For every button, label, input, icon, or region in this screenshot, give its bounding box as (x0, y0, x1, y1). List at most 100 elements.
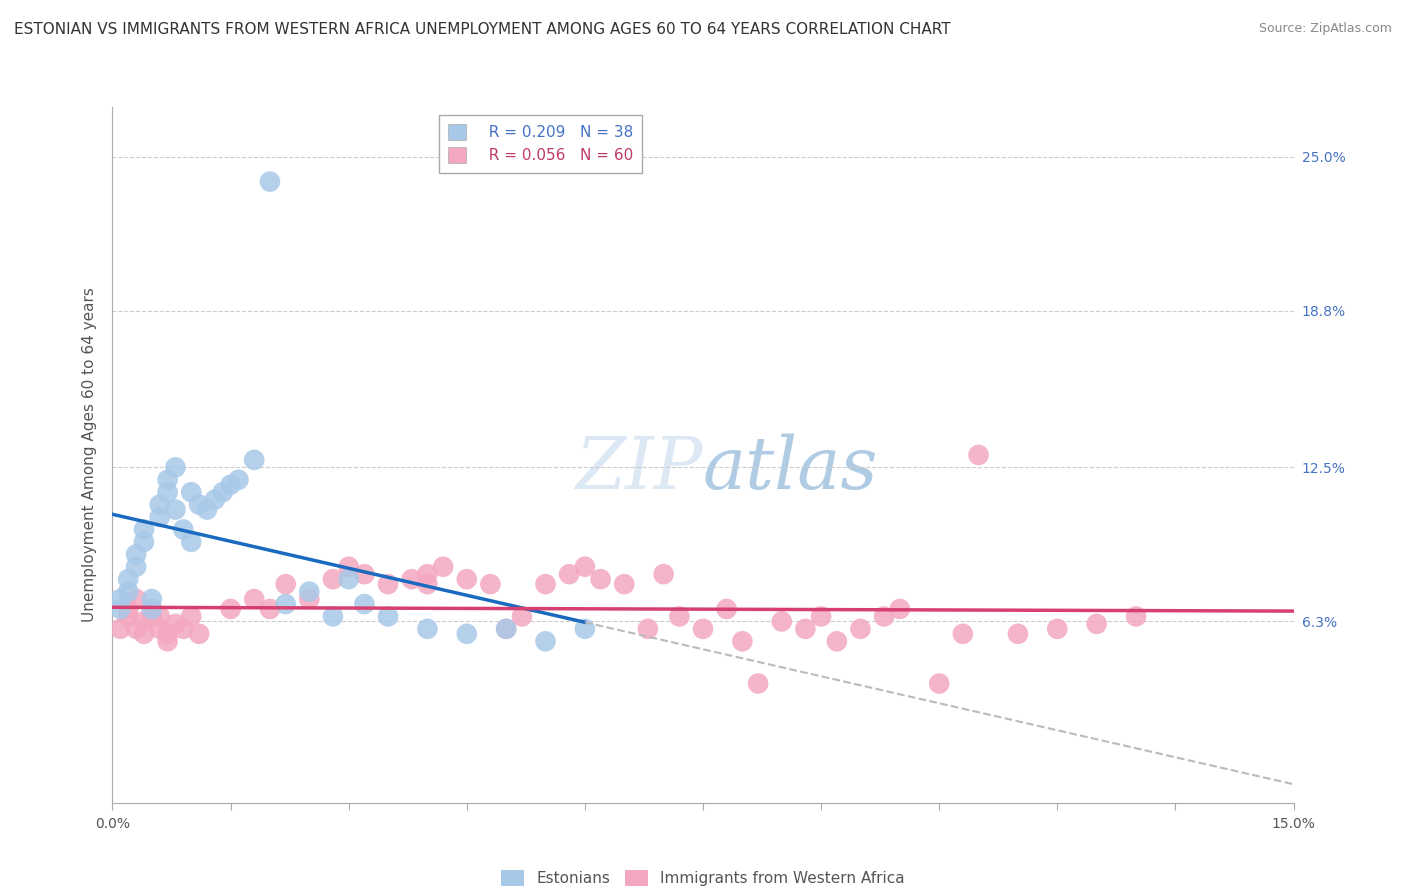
Point (149, 498, 172, 512)
Point (274, 577, 297, 591)
Point (204, 492, 226, 507)
Point (377, 577, 399, 591)
Point (574, 559, 596, 574)
Text: atlas: atlas (703, 434, 879, 504)
Point (510, 609, 533, 624)
Point (668, 609, 690, 624)
Point (165, 502, 187, 516)
Point (558, 567, 581, 582)
Point (188, 498, 211, 512)
Point (495, 622, 517, 636)
Text: ZIP: ZIP (575, 434, 703, 504)
Point (322, 609, 344, 624)
Point (149, 510, 172, 524)
Point (195, 502, 218, 516)
Point (141, 609, 163, 624)
Point (1125, 609, 1147, 624)
Point (353, 597, 375, 611)
Point (794, 622, 817, 636)
Point (172, 622, 194, 636)
Point (165, 460, 187, 475)
Point (747, 676, 769, 690)
Point (849, 622, 872, 636)
Point (117, 602, 139, 616)
Point (172, 523, 194, 537)
Point (219, 477, 242, 491)
Point (259, 175, 281, 189)
Point (141, 602, 163, 616)
Point (141, 592, 163, 607)
Point (889, 602, 911, 616)
Point (110, 602, 132, 616)
Point (211, 485, 233, 500)
Point (156, 473, 179, 487)
Point (1085, 616, 1108, 631)
Point (637, 622, 659, 636)
Point (825, 634, 848, 648)
Point (1007, 627, 1029, 641)
Point (322, 572, 344, 586)
Point (952, 627, 974, 641)
Point (401, 572, 423, 586)
Point (156, 627, 179, 641)
Point (873, 609, 896, 624)
Point (716, 602, 738, 616)
Point (180, 609, 202, 624)
Point (132, 523, 155, 537)
Point (243, 592, 266, 607)
Point (353, 567, 375, 582)
Point (574, 622, 596, 636)
Point (967, 448, 990, 462)
Point (692, 622, 714, 636)
Point (534, 634, 557, 648)
Point (416, 577, 439, 591)
Point (652, 567, 675, 582)
Point (117, 584, 139, 599)
Point (1046, 622, 1069, 636)
Point (125, 559, 148, 574)
Point (589, 572, 612, 586)
Point (337, 572, 360, 586)
Point (298, 584, 321, 599)
Point (495, 622, 517, 636)
Point (337, 559, 360, 574)
Point (125, 547, 148, 561)
Legend: Estonians, Immigrants from Western Africa: Estonians, Immigrants from Western Afric… (495, 864, 911, 892)
Point (219, 602, 242, 616)
Y-axis label: Unemployment Among Ages 60 to 64 years: Unemployment Among Ages 60 to 64 years (82, 287, 97, 623)
Point (149, 609, 172, 624)
Point (180, 534, 202, 549)
Point (125, 592, 148, 607)
Point (432, 559, 454, 574)
Point (810, 609, 832, 624)
Point (274, 597, 297, 611)
Point (456, 572, 478, 586)
Point (188, 627, 211, 641)
Text: Source: ZipAtlas.com: Source: ZipAtlas.com (1258, 22, 1392, 36)
Point (141, 602, 163, 616)
Point (132, 627, 155, 641)
Point (534, 577, 557, 591)
Point (117, 572, 139, 586)
Point (770, 615, 793, 629)
Point (416, 567, 439, 582)
Point (456, 627, 478, 641)
Point (117, 609, 139, 624)
Point (228, 473, 250, 487)
Point (149, 622, 172, 636)
Point (132, 615, 155, 629)
Point (132, 534, 155, 549)
Point (731, 634, 754, 648)
Point (156, 634, 179, 648)
Point (613, 577, 636, 591)
Point (180, 485, 202, 500)
Point (243, 453, 266, 467)
Point (416, 622, 439, 636)
Point (125, 622, 148, 636)
Point (110, 622, 132, 636)
Point (298, 592, 321, 607)
Point (479, 577, 502, 591)
Point (928, 676, 950, 690)
Point (156, 485, 179, 500)
Text: ESTONIAN VS IMMIGRANTS FROM WESTERN AFRICA UNEMPLOYMENT AMONG AGES 60 TO 64 YEAR: ESTONIAN VS IMMIGRANTS FROM WESTERN AFRI… (14, 22, 950, 37)
